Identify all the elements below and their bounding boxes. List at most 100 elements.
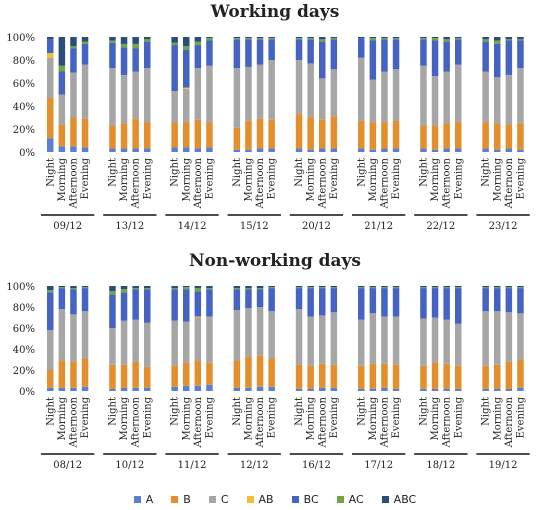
bar-segment-bc: [268, 39, 275, 60]
period-label: Evening: [80, 157, 91, 199]
bar-segment-c: [120, 320, 128, 365]
bar-segment-b: [58, 360, 66, 388]
period-label: Night: [232, 158, 243, 187]
bar-segment-c: [58, 94, 66, 125]
bar-segment-bc: [381, 288, 388, 317]
bar-segment-bc: [381, 39, 388, 72]
bar-segment-abc: [482, 286, 489, 288]
bar-segment-bc: [330, 39, 338, 70]
legend-swatch: [208, 496, 216, 503]
bar-segment-a: [295, 148, 303, 152]
bar-segment-ac: [70, 46, 77, 49]
bar-segment-abc: [70, 37, 77, 47]
bar-segment-bc: [109, 294, 116, 328]
bar-segment-c: [120, 74, 128, 124]
period-label: Evening: [267, 157, 278, 199]
period-label: Afternoon: [131, 396, 142, 448]
bar-segment-b: [171, 365, 178, 387]
bar-segment-ac: [233, 288, 241, 290]
bar-segment-bc: [245, 39, 252, 67]
bar-segment-c: [494, 77, 501, 124]
bar-segment-abc: [295, 286, 303, 288]
bar-segment-bc: [109, 42, 116, 69]
bar-segment-bc: [369, 40, 377, 80]
bar-segment-a: [420, 148, 427, 152]
bar-segment-bc: [358, 288, 365, 320]
bar-segment-ac: [120, 43, 128, 48]
bar-segment-c: [517, 68, 524, 124]
bar-segment-abc: [431, 286, 439, 288]
legend-swatch: [133, 496, 141, 503]
bar-segment-bc: [256, 289, 264, 307]
period-label: Morning: [430, 396, 441, 440]
period-label: Evening: [329, 157, 340, 199]
bar-segment-c: [132, 71, 139, 119]
bar-segment-ac: [120, 289, 128, 293]
bar-segment-abc: [330, 37, 338, 39]
bar-segment-abc: [58, 37, 66, 66]
period-label: Evening: [453, 396, 464, 438]
bar-segment-abc: [420, 37, 427, 39]
period-label: Night: [356, 397, 367, 426]
bar-segment-ac: [482, 287, 489, 289]
bar-segment-b: [295, 364, 303, 389]
legend-label: AB: [258, 493, 274, 506]
bar-segment-bc: [443, 288, 450, 320]
bar-segment-abc: [194, 286, 202, 289]
bar-segment-c: [171, 91, 178, 123]
bar-segment-ac: [307, 38, 314, 40]
bar-segment-a: [319, 148, 326, 152]
bar-segment-b: [369, 122, 377, 150]
bar-segment-bc: [233, 39, 241, 69]
legend-item-c: C: [208, 493, 229, 506]
bar-segment-a: [268, 148, 275, 152]
period-label: Afternoon: [131, 157, 142, 209]
bar-segment-a: [431, 149, 439, 152]
bar-segment-bc: [81, 288, 89, 312]
bar-segment-b: [120, 123, 128, 149]
period-label: Night: [356, 158, 367, 187]
bar-segment-b: [381, 122, 388, 149]
period-label: Evening: [329, 396, 340, 438]
bar-segment-a: [392, 388, 400, 391]
group-label: 15/12: [240, 221, 269, 232]
bar-segment-ac: [369, 38, 377, 41]
bar-segment-b: [392, 120, 400, 149]
group-label: 18/12: [426, 460, 455, 471]
bar-segment-ac: [443, 287, 450, 289]
bar-segment-b: [171, 122, 178, 148]
bar-segment-abc: [319, 37, 326, 40]
period-label: Afternoon: [379, 157, 390, 209]
period-label: Evening: [204, 396, 215, 438]
period-label: Evening: [142, 396, 153, 438]
y-tick-label: 0%: [19, 387, 35, 398]
bar-segment-a: [392, 148, 400, 152]
legend-item-ac: AC: [336, 493, 364, 506]
bar-segment-bc: [319, 288, 326, 316]
bar-segment-b: [482, 122, 489, 149]
bar-segment-c: [132, 319, 139, 362]
legend-label: ABC: [393, 493, 417, 506]
bar-segment-a: [47, 387, 54, 391]
bar-segment-bc: [505, 288, 513, 313]
period-label: Night: [170, 397, 181, 426]
bar-segment-c: [81, 311, 89, 359]
bar-segment-c: [319, 315, 326, 364]
bar-segment-ac: [183, 287, 190, 290]
bar-segment-ac: [194, 41, 202, 46]
period-label: Afternoon: [317, 157, 328, 209]
bar-segment-c: [358, 57, 365, 121]
bar-segment-abc: [144, 37, 151, 40]
y-tick-label: 80%: [13, 303, 35, 314]
bar-segment-abc: [517, 286, 524, 288]
bar-segment-b: [47, 370, 54, 388]
bar-segment-abc: [171, 286, 178, 289]
bar-segment-bc: [420, 39, 427, 66]
bar-segment-b: [109, 364, 116, 389]
bar-segment-abc: [132, 37, 139, 44]
bar-segment-a: [381, 387, 388, 391]
bar-segment-abc: [120, 37, 128, 44]
bar-segment-bc: [307, 39, 314, 64]
bar-segment-ac: [109, 40, 116, 43]
bar-segment-ac: [392, 287, 400, 289]
